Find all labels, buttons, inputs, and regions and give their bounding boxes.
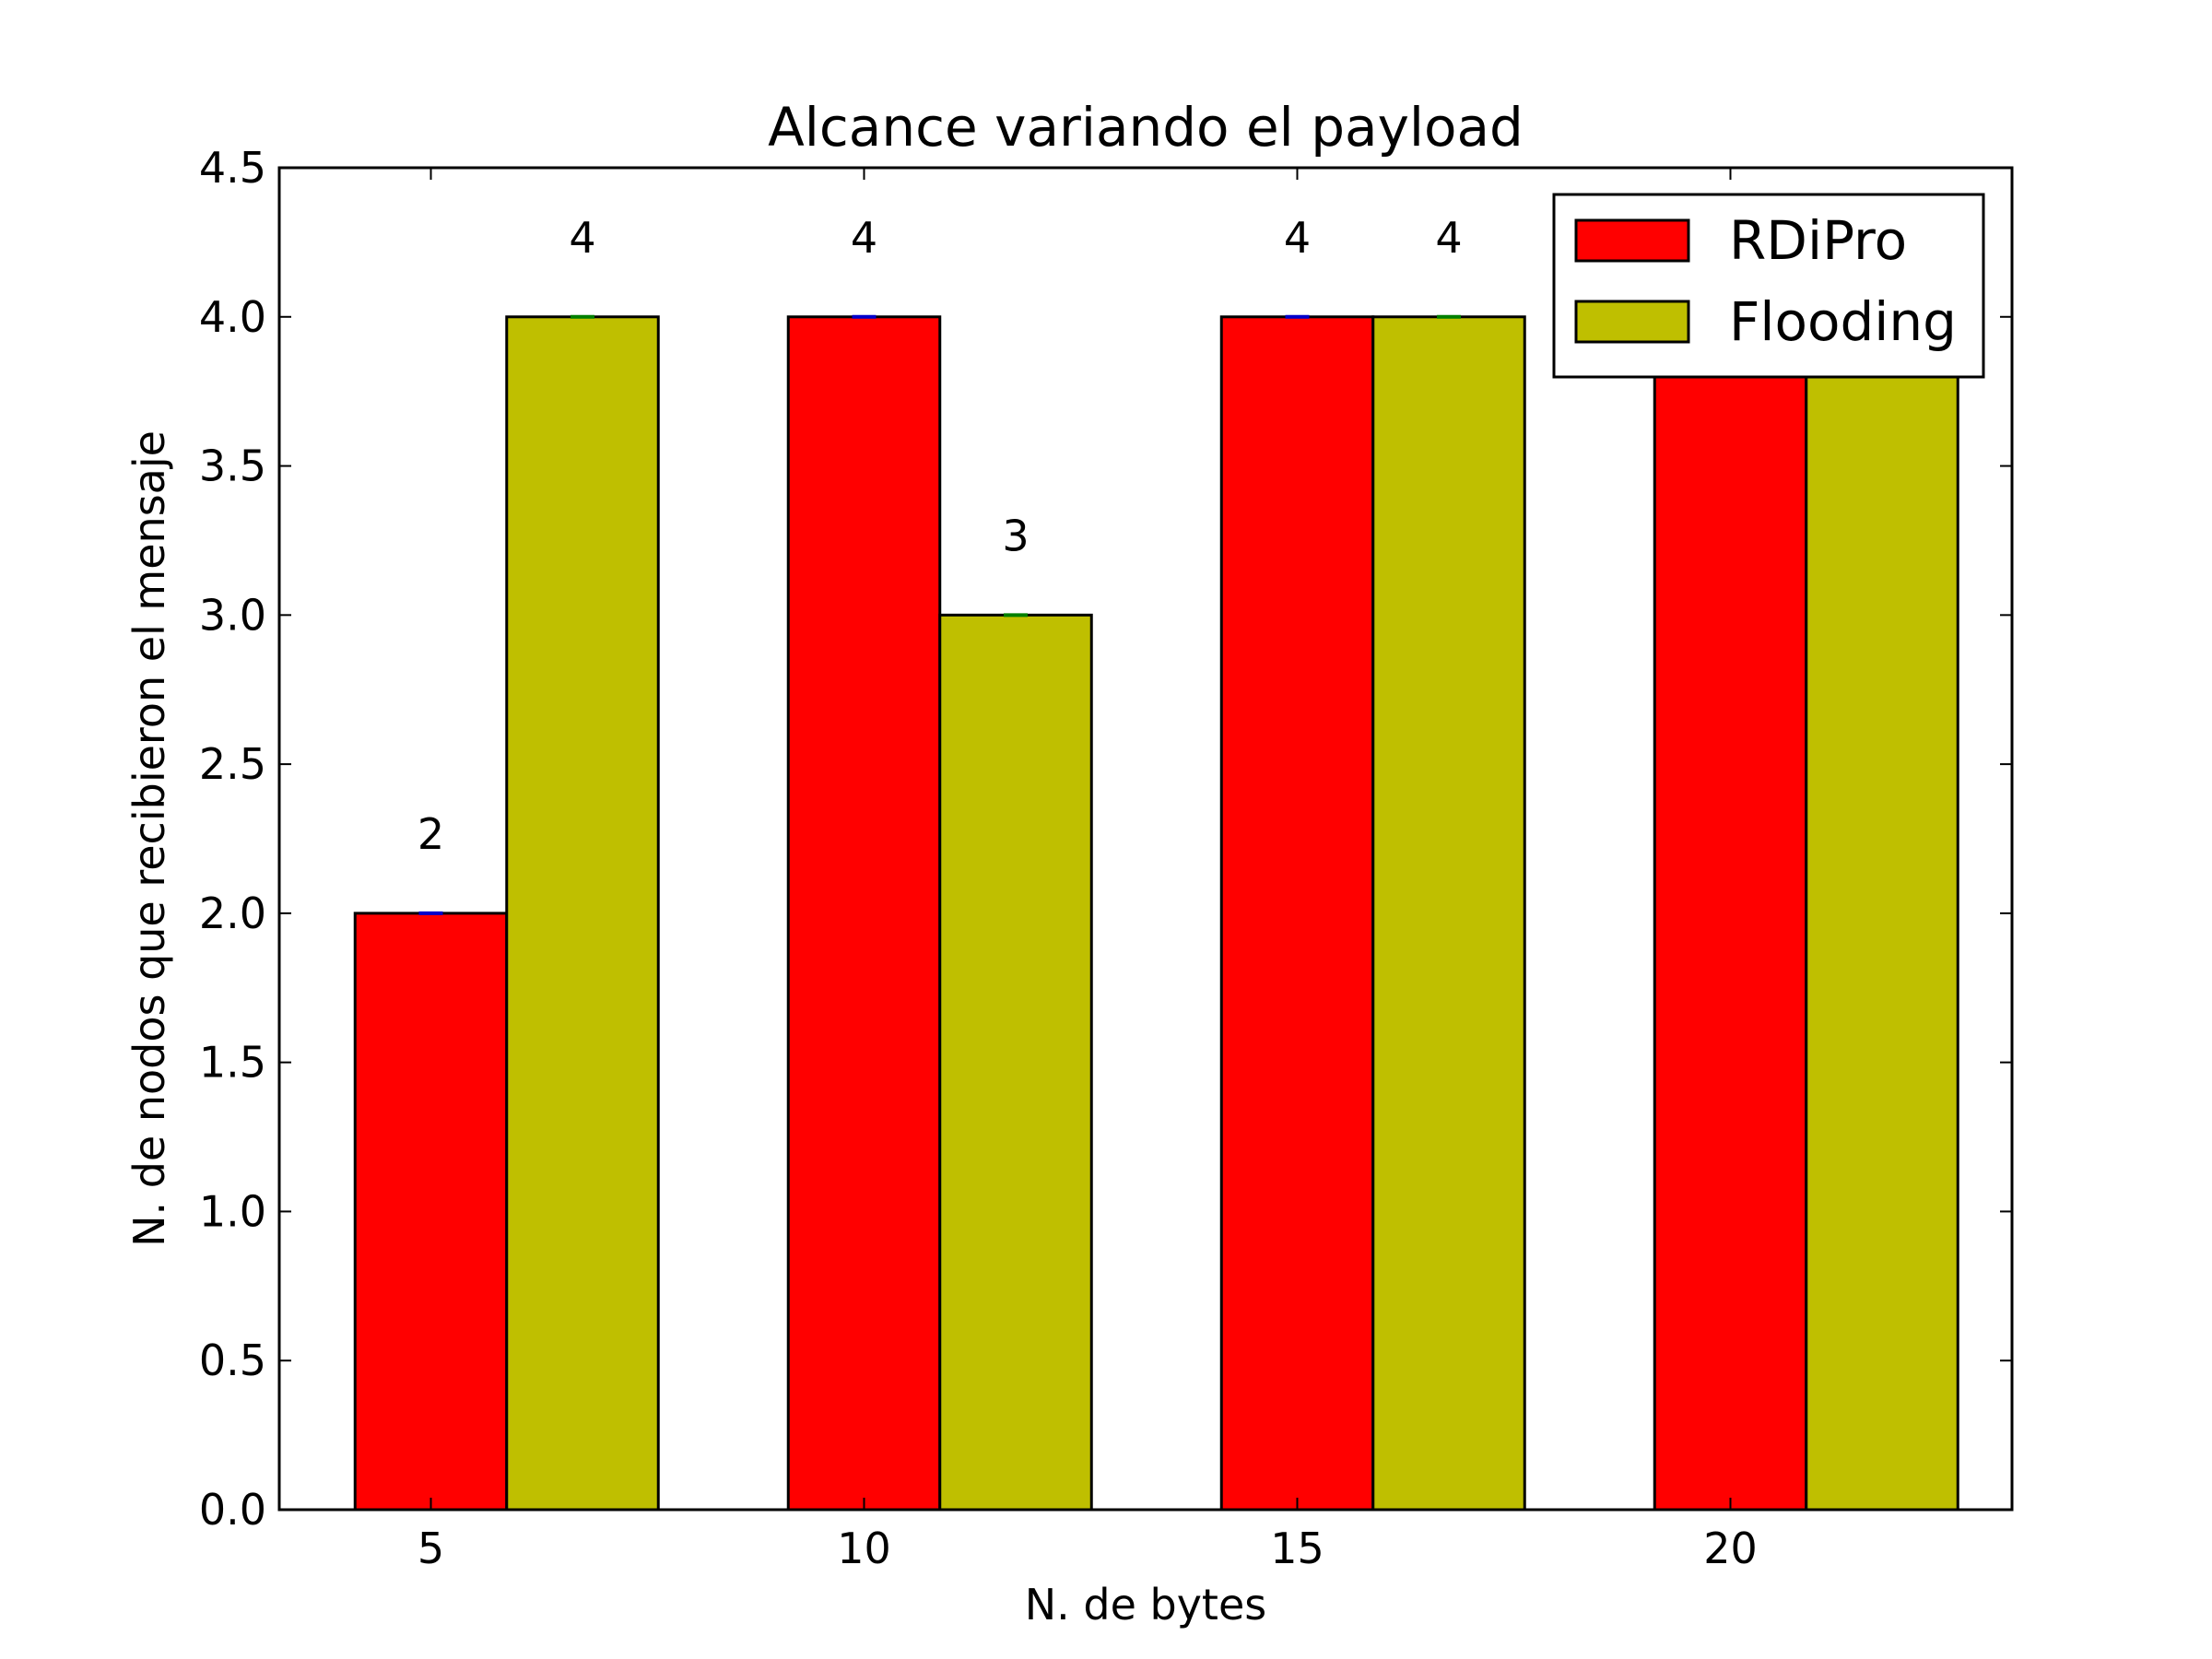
y-tick-label: 3.0 <box>199 590 266 640</box>
legend-label-rdipro: RDiPro <box>1729 209 1907 272</box>
bar-rdipro-10 <box>786 315 942 1512</box>
value-label-rdipro-5: 2 <box>418 809 444 859</box>
bar-flooding-5 <box>505 315 660 1512</box>
y-tick-label: 4.0 <box>199 292 266 342</box>
bar-rdipro-20 <box>1653 315 1808 1512</box>
y-tick-label: 1.5 <box>199 1038 266 1088</box>
bar-rdipro-15 <box>1219 315 1375 1512</box>
value-label-rdipro-15: 4 <box>1284 213 1311 263</box>
y-tick-label: 1.0 <box>199 1186 266 1236</box>
y-tick-label: 2.5 <box>199 739 266 789</box>
x-axis-label: N. de bytes <box>1025 1580 1267 1630</box>
x-tick-label: 10 <box>837 1524 891 1573</box>
bar-flooding-20 <box>1805 315 1959 1512</box>
value-labels-layer: 2 4 4 4 3 4 <box>418 213 1463 859</box>
x-tick-label: 20 <box>1703 1524 1758 1573</box>
y-axis-label: N. de nodos que recibieron el mensaje <box>124 430 174 1247</box>
bar-flooding-10 <box>938 613 1093 1512</box>
legend: RDiPro Flooding <box>1552 193 1985 379</box>
bar-rdipro-5 <box>353 912 509 1512</box>
legend-swatch-flooding <box>1574 300 1690 344</box>
x-tick-label: 5 <box>418 1524 444 1573</box>
y-tick-label: 2.0 <box>199 888 266 938</box>
x-tick-label: 15 <box>1270 1524 1324 1573</box>
y-tick-label: 0.0 <box>199 1485 266 1535</box>
plot-frame <box>277 166 2014 1512</box>
legend-label-flooding: Flooding <box>1729 290 1957 353</box>
y-tick-label: 4.5 <box>199 143 266 193</box>
value-label-flooding-15: 4 <box>1435 213 1462 263</box>
bar-flooding-15 <box>1371 315 1526 1512</box>
bars-layer <box>353 315 1959 1512</box>
ticks-layer: 0.0 0.5 1.0 1.5 2.0 2.5 3.0 3.5 4.0 4.5 5 10 15 20 <box>199 143 2012 1573</box>
legend-swatch-rdipro <box>1574 218 1690 263</box>
chart-title: Alcance variando el payload <box>768 96 1524 159</box>
value-label-rdipro-10: 4 <box>851 213 877 263</box>
value-label-flooding-5: 4 <box>569 213 595 263</box>
y-tick-label: 3.5 <box>199 441 266 491</box>
value-label-flooding-10: 3 <box>1002 511 1029 560</box>
y-tick-label: 0.5 <box>199 1335 266 1385</box>
